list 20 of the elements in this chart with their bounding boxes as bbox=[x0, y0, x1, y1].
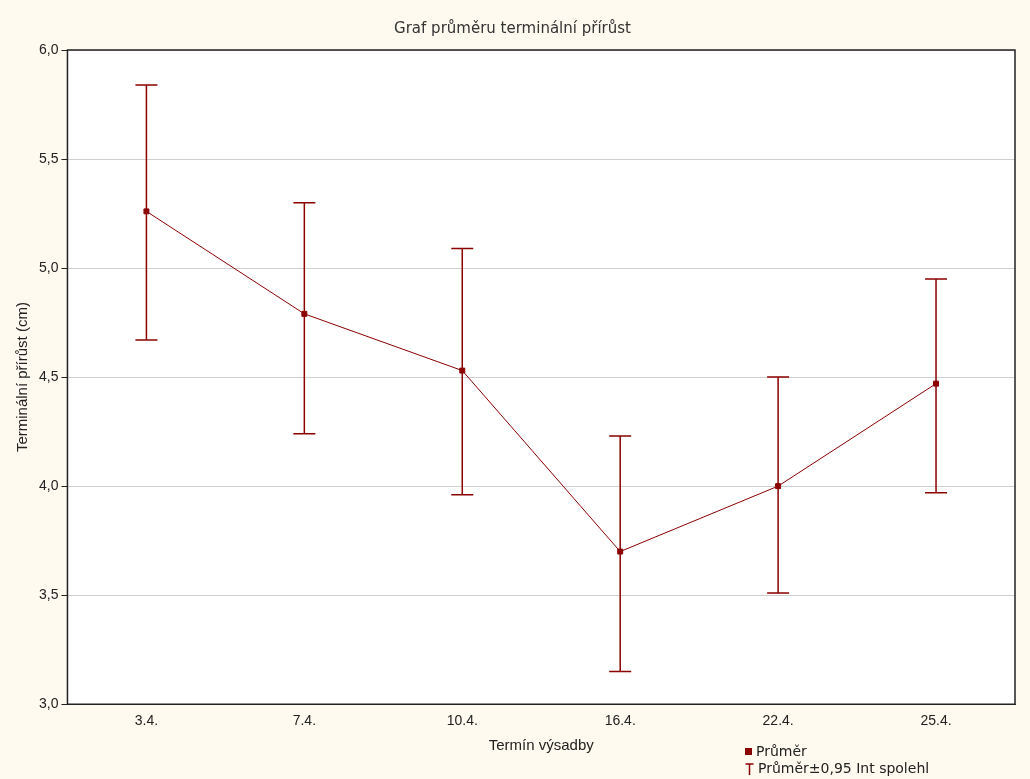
y-tick-label: 4,0 bbox=[38, 476, 59, 493]
x-tick-label: 16.4. bbox=[604, 712, 636, 729]
text: Průměr±0,95 Int spolehl bbox=[758, 760, 930, 777]
y-tick-label: 3,0 bbox=[38, 695, 59, 712]
x-tick-label: 7.4. bbox=[292, 712, 317, 729]
x-tick-label: 22.4. bbox=[762, 712, 794, 729]
x-tick-label: 25.4. bbox=[920, 712, 952, 729]
x-axis-title: Termín výsadby bbox=[488, 736, 595, 754]
chart-title: Graf průměru terminální přírůst bbox=[394, 18, 632, 37]
y-tick-label: 5,0 bbox=[38, 258, 59, 275]
y-tick-label: 3,5 bbox=[38, 586, 59, 603]
legend-label: Průměr bbox=[756, 743, 807, 760]
y-axis-title: Terminální přírůst (cm) bbox=[13, 302, 31, 453]
y-tick-label: 5,5 bbox=[38, 149, 59, 166]
point bbox=[459, 367, 466, 374]
x-tick-label: 10.4. bbox=[446, 712, 478, 729]
y-tick-label: 4,5 bbox=[38, 367, 59, 384]
x-tick-label: 3.4. bbox=[134, 712, 159, 729]
y-tick-label: 6,0 bbox=[38, 40, 59, 57]
point bbox=[143, 208, 150, 215]
